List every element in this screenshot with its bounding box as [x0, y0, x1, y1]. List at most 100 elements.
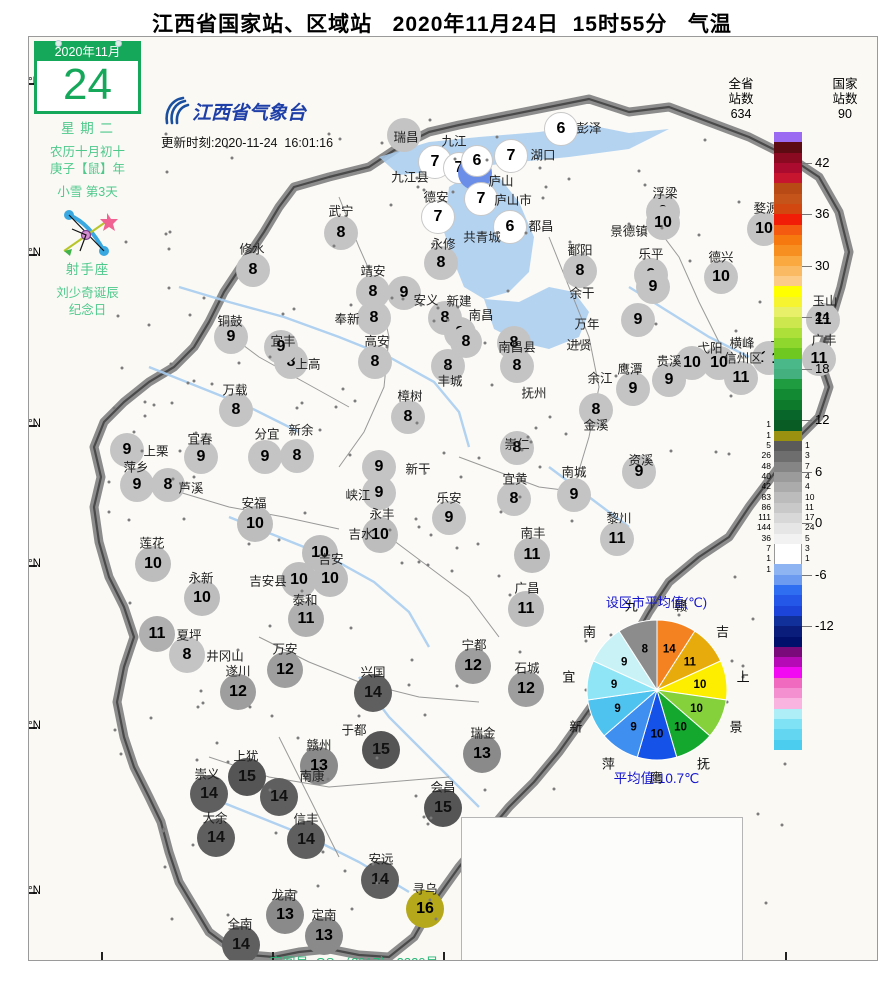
station-marker[interactable]: 8	[358, 345, 392, 379]
station-marker[interactable]: 11	[600, 522, 634, 556]
micro-station-dot	[120, 366, 124, 370]
calendar-month: 2020年11月	[37, 44, 138, 61]
station-marker[interactable]: 11	[139, 616, 175, 652]
station-marker[interactable]: 8	[391, 400, 425, 434]
station-marker[interactable]: 7	[421, 200, 455, 234]
legend-scale-label: 0	[815, 515, 823, 531]
station-marker[interactable]: 8	[280, 439, 314, 473]
station-marker[interactable]: 9	[636, 270, 670, 304]
pie-city-label: 九	[624, 598, 638, 614]
legend-scale-label: 18	[815, 360, 830, 376]
station-marker[interactable]	[387, 118, 421, 152]
station-marker[interactable]: 8	[579, 393, 613, 427]
station-marker[interactable]: 8	[357, 301, 391, 335]
legend-color-cell	[774, 337, 802, 349]
station-marker[interactable]: 10	[704, 260, 738, 294]
station-marker[interactable]: 8	[424, 246, 458, 280]
station-marker[interactable]: 10	[135, 546, 171, 582]
city-name-label: 乐安	[436, 491, 462, 506]
station-marker[interactable]: 11	[806, 303, 840, 337]
station-marker[interactable]: 9	[214, 320, 248, 354]
station-marker[interactable]: 12	[267, 652, 303, 688]
station-marker[interactable]: 11	[802, 342, 836, 376]
station-marker[interactable]: 9	[557, 478, 591, 512]
station-marker[interactable]: 9	[387, 276, 421, 310]
calendar-widget: 2020年11月 24 星 期 二 农历十月初十 庚子【鼠】年 小雪 第3天 射…	[34, 40, 141, 319]
station-marker[interactable]: 10	[281, 562, 317, 598]
station-marker[interactable]: 15	[424, 789, 462, 827]
micro-station-dot	[326, 777, 330, 781]
weather-map[interactable]: 30°N 29°N 28°N 27°N 26°N 25°N 114°E 115°…	[28, 36, 878, 961]
city-name-label: 横峰	[729, 336, 755, 351]
station-marker[interactable]: 7	[464, 182, 498, 216]
legend-national-count: 4	[805, 470, 810, 481]
station-marker[interactable]: 10	[362, 517, 398, 553]
station-marker[interactable]: 13	[266, 896, 304, 934]
station-marker[interactable]: 8	[151, 468, 185, 502]
station-marker[interactable]: 9	[621, 303, 655, 337]
station-marker[interactable]: 13	[463, 735, 501, 773]
station-marker[interactable]: 10	[237, 506, 273, 542]
micro-station-dot	[508, 593, 512, 597]
station-marker[interactable]: 8	[450, 326, 482, 358]
station-marker[interactable]: 14	[197, 819, 235, 857]
station-marker[interactable]: 6	[493, 210, 527, 244]
city-name-label: 武宁	[328, 204, 354, 219]
city-name-label: 共青城	[463, 230, 501, 245]
station-marker[interactable]: 12	[220, 674, 256, 710]
station-marker[interactable]: 6	[544, 112, 578, 146]
station-marker[interactable]: 7	[494, 139, 528, 173]
station-marker[interactable]: 12	[508, 671, 544, 707]
micro-station-dot	[568, 240, 572, 244]
station-marker[interactable]: 15	[228, 758, 266, 796]
calendar-weekday: 星 期 二	[60, 121, 114, 136]
city-name-label: 湖口	[530, 148, 556, 163]
station-marker[interactable]: 14	[222, 926, 260, 960]
station-marker[interactable]: 10	[312, 561, 348, 597]
station-marker[interactable]: 9	[362, 476, 396, 510]
city-name-label: 吉安	[318, 552, 344, 567]
station-marker[interactable]: 9	[110, 433, 144, 467]
station-marker[interactable]: 9	[248, 440, 282, 474]
station-marker[interactable]: 10	[646, 206, 680, 240]
station-marker[interactable]: 11	[724, 361, 758, 395]
station-marker[interactable]: 9	[616, 372, 650, 406]
station-marker[interactable]: 9	[652, 363, 686, 397]
station-marker[interactable]: 8	[236, 253, 270, 287]
micro-station-dot	[459, 475, 463, 479]
station-marker[interactable]: 14	[260, 778, 298, 816]
station-marker[interactable]: 12	[455, 648, 491, 684]
station-marker[interactable]: 10	[184, 580, 220, 616]
station-marker[interactable]: 11	[508, 591, 544, 627]
station-marker[interactable]: 8	[500, 349, 534, 383]
station-marker[interactable]: 11	[288, 601, 324, 637]
station-marker[interactable]: 13	[305, 917, 343, 955]
station-marker[interactable]: 9	[120, 468, 154, 502]
station-marker[interactable]: 16	[406, 890, 444, 928]
station-marker[interactable]: 14	[354, 674, 392, 712]
station-marker[interactable]: 9	[184, 440, 218, 474]
station-marker[interactable]: 9	[622, 455, 656, 489]
pie-slice[interactable]	[617, 619, 657, 692]
station-marker[interactable]: 14	[287, 821, 325, 859]
station-marker[interactable]: 8	[169, 637, 205, 673]
legend-color-cell	[774, 646, 802, 658]
station-marker[interactable]: 15	[362, 731, 400, 769]
micro-station-dot	[224, 117, 228, 121]
station-marker[interactable]: 9	[264, 330, 298, 364]
micro-station-dot	[303, 511, 307, 515]
micro-station-dot	[164, 132, 168, 136]
micro-station-dot	[570, 519, 574, 523]
station-marker[interactable]: 8	[219, 393, 253, 427]
station-marker[interactable]: 9	[432, 501, 466, 535]
station-marker[interactable]: 11	[514, 537, 550, 573]
legend-color-cell	[774, 348, 802, 359]
micro-station-dot	[385, 345, 389, 349]
micro-station-dot	[292, 307, 296, 311]
station-marker[interactable]: 13	[300, 747, 338, 785]
station-marker[interactable]: 14	[190, 775, 228, 813]
micro-station-dot	[495, 135, 499, 139]
station-marker[interactable]: 8	[324, 216, 358, 250]
station-marker[interactable]: 8	[563, 254, 597, 288]
micro-station-dot	[506, 289, 510, 293]
